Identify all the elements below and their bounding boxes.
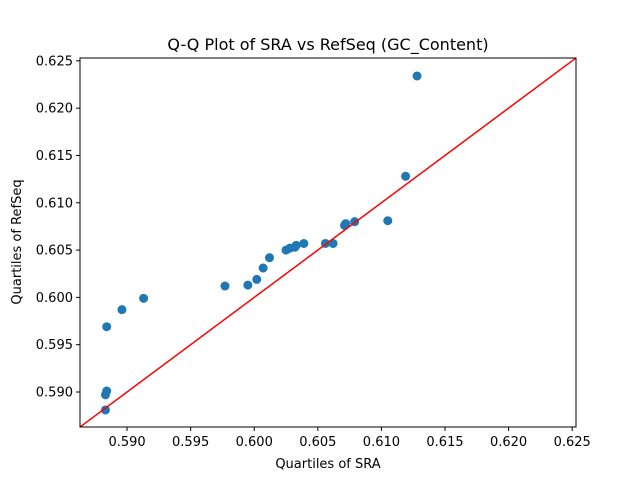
x-tick-label: 0.615 <box>426 435 463 450</box>
data-point <box>383 216 393 226</box>
y-tick-label: 0.590 <box>36 385 73 400</box>
y-tick-label: 0.610 <box>36 196 73 211</box>
data-point <box>100 405 110 415</box>
axes-frame <box>79 57 577 428</box>
data-point <box>117 305 127 315</box>
data-point <box>291 240 301 250</box>
x-tick-label: 0.595 <box>172 435 209 450</box>
x-tick-label: 0.610 <box>363 435 400 450</box>
data-point <box>412 71 422 81</box>
data-point <box>252 274 262 284</box>
data-point <box>220 281 230 291</box>
x-axis-label: Quartiles of SRA <box>275 457 380 472</box>
data-point <box>102 322 112 332</box>
chart-title: Q-Q Plot of SRA vs RefSeq (GC_Content) <box>167 35 488 55</box>
y-axis-label: Quartiles of RefSeq <box>10 179 25 304</box>
x-tick-label: 0.605 <box>299 435 336 450</box>
y-tick-label: 0.620 <box>36 102 73 117</box>
data-point <box>264 253 274 263</box>
y-tick-label: 0.600 <box>36 291 73 306</box>
data-point <box>102 386 112 396</box>
data-point <box>139 293 149 303</box>
reference-line <box>80 58 576 427</box>
data-point <box>258 263 268 273</box>
y-axis: 0.590 0.595 0.600 0.605 0.610 0.615 0.620 0.625 <box>36 54 80 400</box>
y-tick-label: 0.595 <box>36 338 73 353</box>
data-point <box>299 238 309 248</box>
x-tick-label: 0.600 <box>236 435 273 450</box>
y-tick-label: 0.625 <box>36 54 73 69</box>
data-point <box>401 171 411 181</box>
y-tick-label: 0.615 <box>36 149 73 164</box>
data-point <box>341 219 351 229</box>
plot-area <box>80 58 576 427</box>
x-tick-label: 0.590 <box>108 435 145 450</box>
data-point <box>243 280 253 290</box>
x-tick-label: 0.620 <box>490 435 527 450</box>
y-tick-label: 0.605 <box>36 244 73 259</box>
x-tick-label: 0.625 <box>554 435 591 450</box>
x-axis: 0.590 0.595 0.600 0.605 0.610 0.615 0.620 0.625 <box>108 427 591 450</box>
